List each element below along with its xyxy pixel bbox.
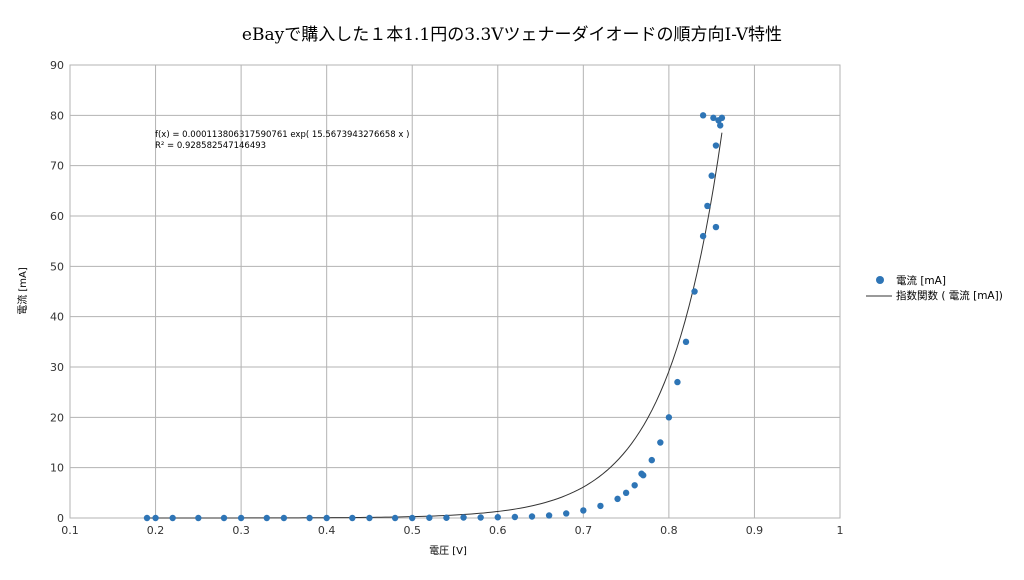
y-tick-label: 90: [50, 59, 64, 72]
data-point: [712, 223, 720, 231]
trendline: [147, 132, 723, 519]
data-point: [691, 288, 698, 295]
y-tick-label: 0: [57, 512, 64, 525]
legend-label-fit: 指数関数 ( 電流 [mA]): [896, 289, 1003, 302]
data-point: [323, 514, 330, 522]
y-tick-labels: 0 10 20 30 40 50 60 70 80 90: [50, 59, 64, 525]
x-tick-label: 0.8: [660, 524, 678, 537]
data-point: [665, 414, 673, 421]
data-point: [409, 514, 416, 522]
data-point: [169, 514, 176, 522]
data-point: [717, 122, 724, 129]
plot-area-frame: [69, 64, 841, 519]
data-point: [614, 495, 621, 503]
legend-label-current: 電流 [mA]: [896, 274, 946, 287]
data-point: [366, 514, 373, 522]
data-point: [699, 232, 707, 240]
data-point: [648, 456, 655, 464]
data-point: [712, 142, 720, 149]
data-point: [631, 482, 638, 489]
data-point: [306, 514, 313, 522]
x-tick-label: 0.4: [318, 524, 336, 537]
y-tick-label: 50: [50, 260, 64, 273]
data-point: [426, 514, 433, 521]
data-point: [391, 514, 399, 522]
x-tick-label: 1: [837, 524, 844, 537]
data-point: [638, 470, 645, 477]
data-point: [622, 489, 630, 497]
y-tick-label: 10: [50, 462, 64, 475]
data-point: [511, 513, 519, 521]
y-tick-label: 20: [50, 411, 64, 424]
data-point: [349, 514, 356, 522]
data-point: [443, 514, 450, 521]
x-tick-label: 0.3: [232, 524, 250, 537]
trendline-r-squared: R² = 0.928582547146493: [155, 141, 266, 151]
y-axis-label: 電流 [mA]: [16, 267, 29, 315]
data-point: [220, 514, 228, 522]
y-tick-label: 70: [50, 160, 64, 173]
data-point: [682, 338, 690, 346]
y-tick-label: 80: [50, 109, 64, 122]
chart-title: eBayで購入した１本1.1円の3.3Vツェナーダイオードの順方向I-V特性: [242, 25, 782, 45]
data-point: [494, 514, 501, 521]
x-tick-label: 0.2: [147, 524, 165, 537]
x-tick-label: 0.6: [489, 524, 507, 537]
x-tick-label: 0.9: [746, 524, 764, 537]
data-point: [710, 114, 717, 122]
y-tick-label: 60: [50, 210, 64, 223]
data-point: [699, 112, 707, 119]
data-point: [545, 512, 553, 519]
x-axis-label: 電圧 [V]: [429, 545, 467, 557]
data-point: [715, 117, 722, 124]
data-point: [704, 202, 711, 210]
data-point: [237, 514, 245, 522]
data-point: [263, 514, 270, 522]
legend-marker-current: [876, 276, 884, 284]
data-point: [143, 514, 151, 522]
data-point: [597, 502, 604, 510]
data-points: [143, 112, 726, 522]
data-point: [708, 172, 715, 179]
y-tick-label: 40: [50, 311, 64, 324]
data-point: [580, 507, 587, 514]
data-point: [195, 514, 202, 522]
x-tick-label: 0.7: [575, 524, 593, 537]
data-point: [460, 514, 467, 521]
data-point: [657, 439, 664, 446]
trendline-equation: f(x) = 0.000113806317590761 exp( 15.5673…: [155, 130, 409, 140]
x-tick-label: 0.5: [403, 524, 421, 537]
data-point: [280, 514, 288, 522]
data-point: [477, 514, 484, 521]
legend: 電流 [mA] 指数関数 ( 電流 [mA]): [866, 274, 1003, 302]
x-tick-label: 0.1: [61, 524, 79, 537]
data-point: [563, 510, 570, 517]
x-tick-labels: 0.1 0.2 0.3 0.4 0.5 0.6 0.7 0.8 0.9 1: [61, 524, 843, 537]
data-point: [674, 378, 681, 386]
data-point: [528, 513, 536, 520]
y-tick-label: 30: [50, 361, 64, 374]
data-point: [152, 514, 159, 522]
